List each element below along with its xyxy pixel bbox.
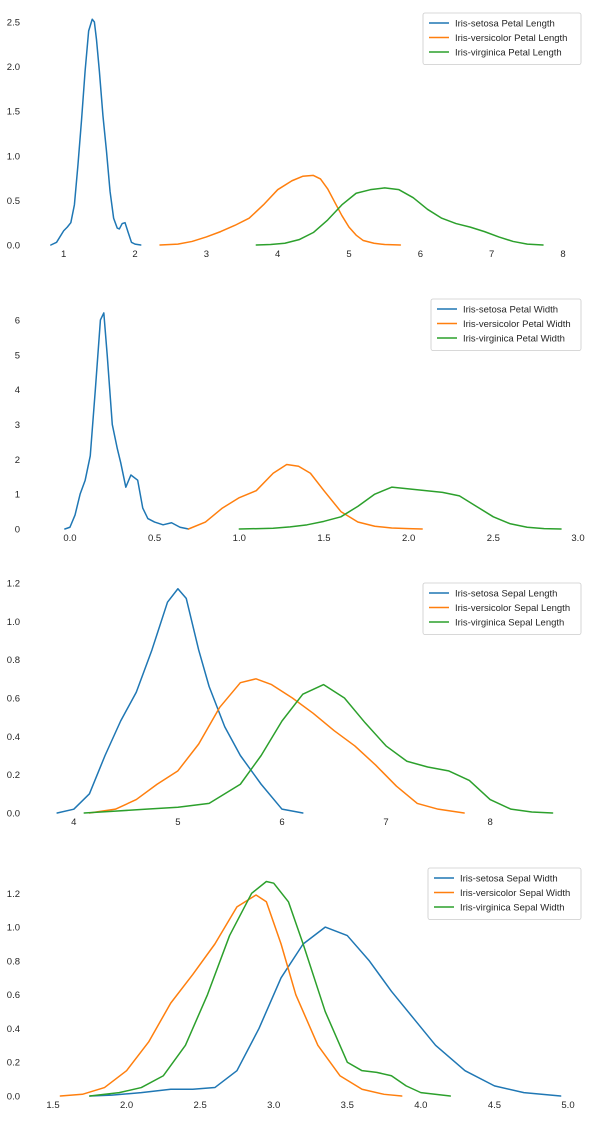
x-tick-label: 3 (204, 249, 209, 260)
legend: Iris-setosa Sepal Width Iris-versicolor S… (427, 867, 582, 920)
series-line-2 (59, 894, 403, 1097)
legend-label: Iris-versicolor Petal Width (463, 319, 571, 330)
series-line-3 (238, 486, 562, 530)
x-tick-label: 1.5 (317, 533, 330, 544)
legend-frame (422, 12, 582, 65)
series-line-1 (89, 926, 562, 1097)
y-tick-label: 0.5 (7, 196, 20, 207)
y-tick-label: 1.2 (7, 579, 20, 590)
x-tick-label: 3.5 (341, 1100, 354, 1111)
y-tick-label: 2.0 (7, 62, 20, 73)
legend-label: Iris-setosa Sepal Width (460, 874, 558, 885)
legend-label: Iris-versicolor Petal Length (455, 33, 567, 44)
legend-label: Iris-versicolor Sepal Width (460, 888, 570, 899)
y-tick-label: 0 (15, 525, 20, 536)
legend-label: Iris-setosa Sepal Length (455, 589, 557, 600)
legend-frame (422, 582, 582, 635)
legend-frame (427, 867, 582, 920)
y-tick-label: 0.4 (7, 732, 20, 743)
x-tick-label: 5.0 (561, 1100, 574, 1111)
x-tick-label: 3.0 (571, 533, 584, 544)
x-tick-label: 3.0 (267, 1100, 280, 1111)
y-tick-label: 5 (15, 350, 20, 361)
x-tick-label: 5 (175, 817, 180, 828)
series-line-3 (255, 187, 544, 246)
legend-label: Iris-virginica Petal Width (463, 334, 565, 345)
x-tick-label: 7 (489, 249, 494, 260)
x-tick-label: 2.0 (120, 1100, 133, 1111)
legend: Iris-setosa Petal Length Iris-versicolor … (422, 12, 582, 65)
y-tick-label: 2.5 (7, 17, 20, 28)
x-tick-label: 7 (383, 817, 388, 828)
series-line-2 (187, 463, 423, 530)
x-tick-label: 6 (279, 817, 284, 828)
legend-label: Iris-setosa Petal Width (463, 305, 558, 316)
legend-frame (430, 298, 582, 351)
y-tick-label: 0.6 (7, 694, 20, 705)
x-tick-label: 8 (560, 249, 565, 260)
y-tick-label: 0.0 (7, 1092, 20, 1103)
legend: Iris-setosa Sepal Length Iris-versicolor … (422, 582, 582, 635)
x-tick-label: 0.5 (148, 533, 161, 544)
y-tick-label: 0.2 (7, 1058, 20, 1069)
y-tick-label: 0.6 (7, 990, 20, 1001)
series-line-1 (50, 18, 142, 246)
x-tick-label: 5 (346, 249, 351, 260)
y-tick-label: 1.0 (7, 151, 20, 162)
y-tick-label: 1.2 (7, 889, 20, 900)
legend-label: Iris-virginica Sepal Width (460, 903, 565, 914)
x-tick-label: 8 (487, 817, 492, 828)
y-tick-label: 1.5 (7, 107, 20, 118)
y-tick-label: 0.8 (7, 655, 20, 666)
series-line-1 (64, 312, 190, 530)
x-tick-label: 2.0 (402, 533, 415, 544)
x-tick-label: 1 (61, 249, 66, 260)
y-tick-label: 0.0 (7, 809, 20, 820)
subplot-3: 4 5 6 7 8 0.0 0.2 0.4 0.6 0.8 1.0 1.2 Iris-setosa Se… (7, 579, 582, 828)
x-tick-label: 2 (132, 249, 137, 260)
y-tick-label: 1 (15, 490, 20, 501)
series-line-3 (83, 683, 554, 814)
x-tick-label: 0.0 (63, 533, 76, 544)
series-line-1 (56, 588, 304, 814)
y-tick-label: 1.0 (7, 617, 20, 628)
x-tick-label: 4 (275, 249, 280, 260)
x-tick-label: 6 (418, 249, 423, 260)
y-tick-label: 4 (15, 385, 20, 396)
x-tick-label: 2.5 (194, 1100, 207, 1111)
x-tick-label: 4 (71, 817, 76, 828)
series-line-2 (88, 678, 465, 814)
y-tick-label: 0.8 (7, 956, 20, 967)
legend: Iris-setosa Petal Width Iris-versicolor P… (430, 298, 582, 351)
subplot-1: 1 2 3 4 5 6 7 8 0.0 0.5 1.0 1.5 2.0 2.5 Iris-setosa Pe… (7, 12, 582, 260)
x-tick-label: 1.0 (233, 533, 246, 544)
subplot-2: 0.0 0.5 1.0 1.5 2.0 2.5 3.0 0 1 2 3 4 5 6 Iris-setosa … (15, 298, 585, 544)
legend-label: Iris-virginica Sepal Length (455, 618, 564, 629)
y-tick-label: 0.2 (7, 770, 20, 781)
x-tick-label: 2.5 (487, 533, 500, 544)
y-tick-label: 6 (15, 315, 20, 326)
series-line-3 (89, 880, 452, 1097)
x-tick-label: 1.5 (46, 1100, 59, 1111)
x-tick-label: 4.5 (488, 1100, 501, 1111)
y-tick-label: 1.0 (7, 923, 20, 934)
y-tick-label: 0.0 (7, 241, 20, 252)
x-tick-label: 4.0 (414, 1100, 427, 1111)
series-line-2 (159, 174, 402, 246)
y-tick-label: 3 (15, 420, 20, 431)
legend-label: Iris-virginica Petal Length (455, 48, 562, 59)
y-tick-label: 0.4 (7, 1024, 20, 1035)
legend-label: Iris-setosa Petal Length (455, 19, 555, 30)
subplot-4: 1.5 2.0 2.5 3.0 3.5 4.0 4.5 5.0 0.0 0.2 0.4 0.6 0.8 1… (7, 867, 582, 1111)
legend-label: Iris-versicolor Sepal Length (455, 603, 570, 614)
y-tick-label: 2 (15, 455, 20, 466)
